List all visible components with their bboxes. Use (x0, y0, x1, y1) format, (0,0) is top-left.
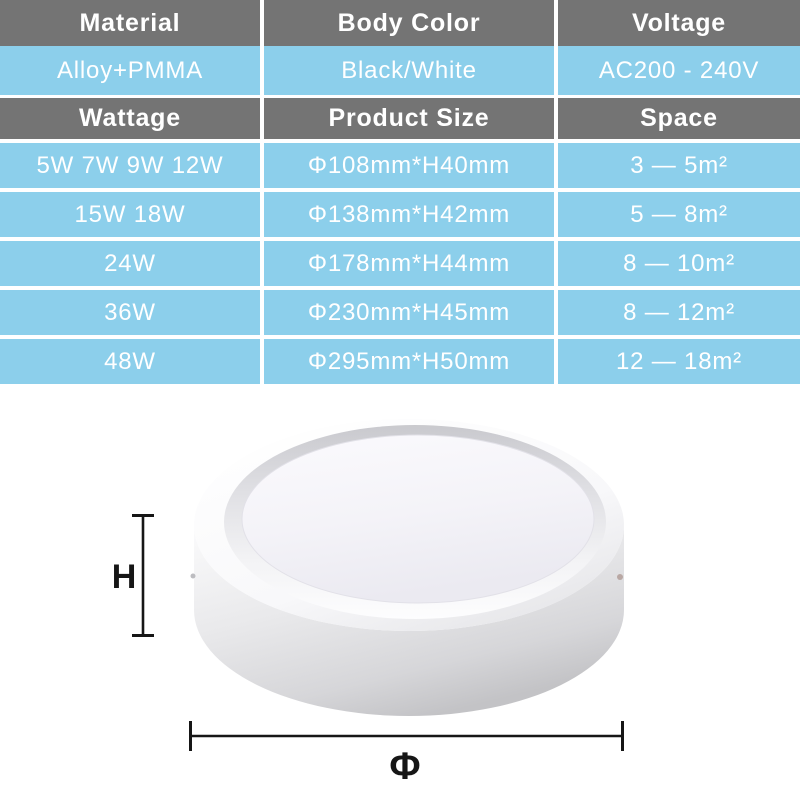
lamp-edge-mark-left (190, 573, 196, 579)
cell-wattage: 48W (0, 339, 260, 384)
header-cell-material: Material (0, 0, 260, 46)
led-downlight-illustration (190, 419, 624, 716)
cell-space: 3 — 5m² (558, 143, 800, 188)
cell-size: Φ230mm*H45mm (264, 290, 554, 335)
header-cell-wattage: Wattage (0, 98, 260, 139)
cell-space: 8 — 10m² (558, 241, 800, 286)
cell-voltage-value: AC200 - 240V (558, 46, 800, 95)
lamp-edge-mark-right (617, 574, 623, 580)
cell-wattage: 24W (0, 241, 260, 286)
header-cell-space: Space (558, 98, 800, 139)
cell-size: Φ178mm*H44mm (264, 241, 554, 286)
cell-wattage: 36W (0, 290, 260, 335)
header-cell-voltage: Voltage (558, 0, 800, 46)
diameter-label: Φ (389, 746, 420, 788)
cell-size: Φ295mm*H50mm (264, 339, 554, 384)
table-header-row: Material Body Color Voltage (0, 0, 800, 46)
cell-size: Φ138mm*H42mm (264, 192, 554, 237)
table-row: 36W Φ230mm*H45mm 8 — 12m² (0, 290, 800, 335)
lamp-side (194, 525, 624, 716)
cell-space: 8 — 12m² (558, 290, 800, 335)
table-row: 48W Φ295mm*H50mm 12 — 18m² (0, 339, 800, 384)
table-header-row: Wattage Product Size Space (0, 98, 800, 139)
diameter-dimension (189, 721, 624, 751)
cell-size: Φ108mm*H40mm (264, 143, 554, 188)
header-cell-body-color: Body Color (264, 0, 554, 46)
header-cell-product-size: Product Size (264, 98, 554, 139)
product-spec-table: Material Body Color Voltage Alloy+PMMA B… (0, 0, 800, 384)
cell-wattage: 15W 18W (0, 192, 260, 237)
cell-material-value: Alloy+PMMA (0, 46, 260, 95)
table-row: Alloy+PMMA Black/White AC200 - 240V (0, 46, 800, 95)
height-label: H (112, 558, 137, 596)
lamp-diffuser-panel (241, 434, 595, 604)
table-row: 15W 18W Φ138mm*H42mm 5 — 8m² (0, 192, 800, 237)
table-row: 24W Φ178mm*H44mm 8 — 10m² (0, 241, 800, 286)
table-row: 5W 7W 9W 12W Φ108mm*H40mm 3 — 5m² (0, 143, 800, 188)
product-photo: H Φ (112, 419, 624, 788)
cell-body-color-value: Black/White (264, 46, 554, 95)
cell-wattage: 5W 7W 9W 12W (0, 143, 260, 188)
cell-space: 5 — 8m² (558, 192, 800, 237)
height-dimension (132, 514, 154, 637)
cell-space: 12 — 18m² (558, 339, 800, 384)
